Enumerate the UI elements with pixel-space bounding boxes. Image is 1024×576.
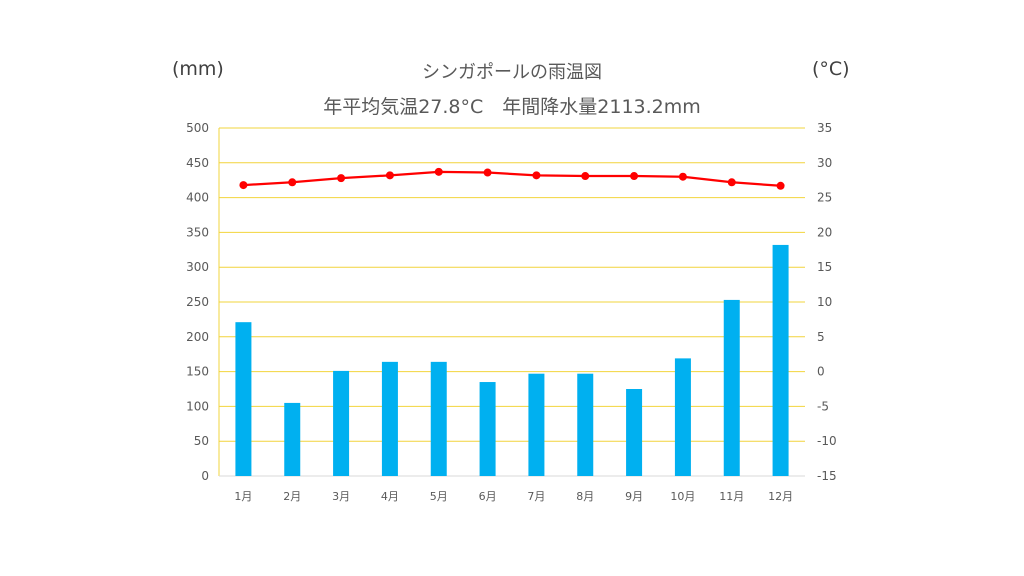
x-tick-label: 10月 (670, 490, 695, 503)
precipitation-bar (235, 322, 252, 476)
precipitation-bar (674, 358, 691, 476)
x-tick-label: 1月 (234, 490, 252, 503)
temperature-point (532, 171, 541, 180)
y-left-tick-label: 100 (186, 399, 209, 413)
y-right-tick-label: 5 (817, 330, 825, 344)
temperature-point (630, 172, 639, 181)
y-left-tick-label: 300 (186, 260, 209, 274)
y-right-tick-label: 15 (817, 260, 832, 274)
y-right-unit-label: (°C) (812, 58, 850, 80)
y-right-tick-label: -10 (817, 434, 837, 448)
temperature-point (385, 171, 394, 180)
precipitation-bar (430, 361, 447, 476)
y-right-tick-label: 0 (817, 365, 825, 379)
temperature-point (337, 174, 346, 183)
temperature-point (776, 181, 785, 190)
temperature-point (483, 168, 492, 177)
y-right-tick-label: 10 (817, 295, 832, 309)
temperature-point (581, 172, 590, 181)
y-left-tick-label: 200 (186, 330, 209, 344)
x-tick-label: 12月 (768, 490, 793, 503)
x-tick-label: 5月 (430, 490, 448, 503)
chart-title: シンガポールの雨温図 (422, 62, 602, 83)
x-tick-label: 4月 (381, 490, 399, 503)
y-right-tick-label: -15 (817, 469, 837, 483)
y-left-tick-label: 150 (186, 365, 209, 379)
temperature-point (239, 181, 248, 190)
precipitation-bar (284, 402, 301, 476)
y-right-tick-label: 25 (817, 191, 832, 205)
y-left-tick-label: 500 (186, 121, 209, 135)
temperature-point (678, 172, 687, 181)
precipitation-bar (479, 382, 496, 476)
precipitation-bar (577, 373, 594, 476)
y-left-tick-label: 250 (186, 295, 209, 309)
temperature-line (243, 170, 781, 187)
y-left-tick-label: 0 (201, 469, 209, 483)
temperature-point (434, 167, 443, 176)
y-right-tick-label: 30 (817, 156, 832, 170)
precipitation-bar (381, 361, 398, 476)
x-tick-label: 11月 (719, 490, 744, 503)
y-left-tick-label: 50 (194, 434, 209, 448)
precipitation-bar (528, 373, 545, 476)
y-left-unit-label: (mm) (172, 58, 224, 80)
x-tick-label: 3月 (332, 490, 350, 503)
y-right-tick-label: -5 (817, 399, 829, 413)
y-left-tick-label: 400 (186, 191, 209, 205)
x-tick-label: 8月 (576, 490, 594, 503)
temperature-point (288, 178, 297, 187)
precipitation-bar (723, 299, 740, 476)
chart-subtitle: 年平均気温27.8°C 年間降水量2113.2mm (323, 96, 701, 118)
x-tick-label: 7月 (527, 490, 545, 503)
x-tick-label: 9月 (625, 490, 643, 503)
precipitation-bar (626, 389, 643, 476)
temperature-point (727, 178, 736, 187)
y-left-tick-label: 350 (186, 225, 209, 239)
precipitation-bar (333, 370, 350, 476)
x-tick-label: 2月 (283, 490, 301, 503)
precipitation-bar (772, 244, 789, 476)
y-left-tick-label: 450 (186, 156, 209, 170)
y-right-tick-label: 35 (817, 121, 832, 135)
y-right-tick-label: 20 (817, 225, 832, 239)
x-tick-label: 6月 (479, 490, 497, 503)
